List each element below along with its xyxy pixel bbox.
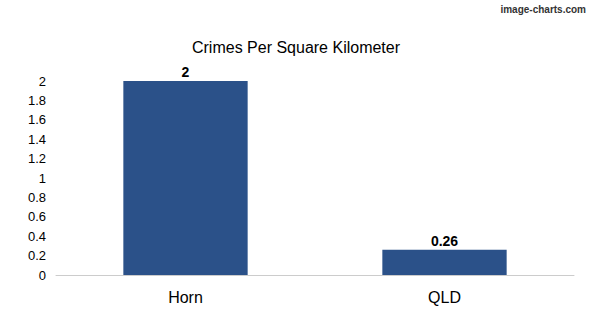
svg-text:0.4: 0.4	[28, 229, 46, 244]
svg-text:0.8: 0.8	[28, 190, 46, 205]
svg-text:2: 2	[39, 74, 46, 89]
svg-text:image-charts.com: image-charts.com	[500, 4, 586, 15]
svg-text:QLD: QLD	[428, 289, 461, 306]
svg-text:Horn: Horn	[168, 289, 203, 306]
svg-text:1: 1	[39, 171, 46, 186]
svg-text:1.2: 1.2	[28, 151, 46, 166]
svg-text:0.2: 0.2	[28, 248, 46, 263]
svg-text:0.26: 0.26	[431, 233, 458, 249]
svg-text:1.4: 1.4	[28, 132, 46, 147]
svg-text:0.6: 0.6	[28, 209, 46, 224]
svg-text:0: 0	[39, 268, 46, 283]
svg-text:2: 2	[182, 64, 190, 80]
svg-text:1.8: 1.8	[28, 93, 46, 108]
svg-text:Crimes Per Square Kilometer: Crimes Per Square Kilometer	[192, 39, 401, 56]
svg-text:1.6: 1.6	[28, 112, 46, 127]
